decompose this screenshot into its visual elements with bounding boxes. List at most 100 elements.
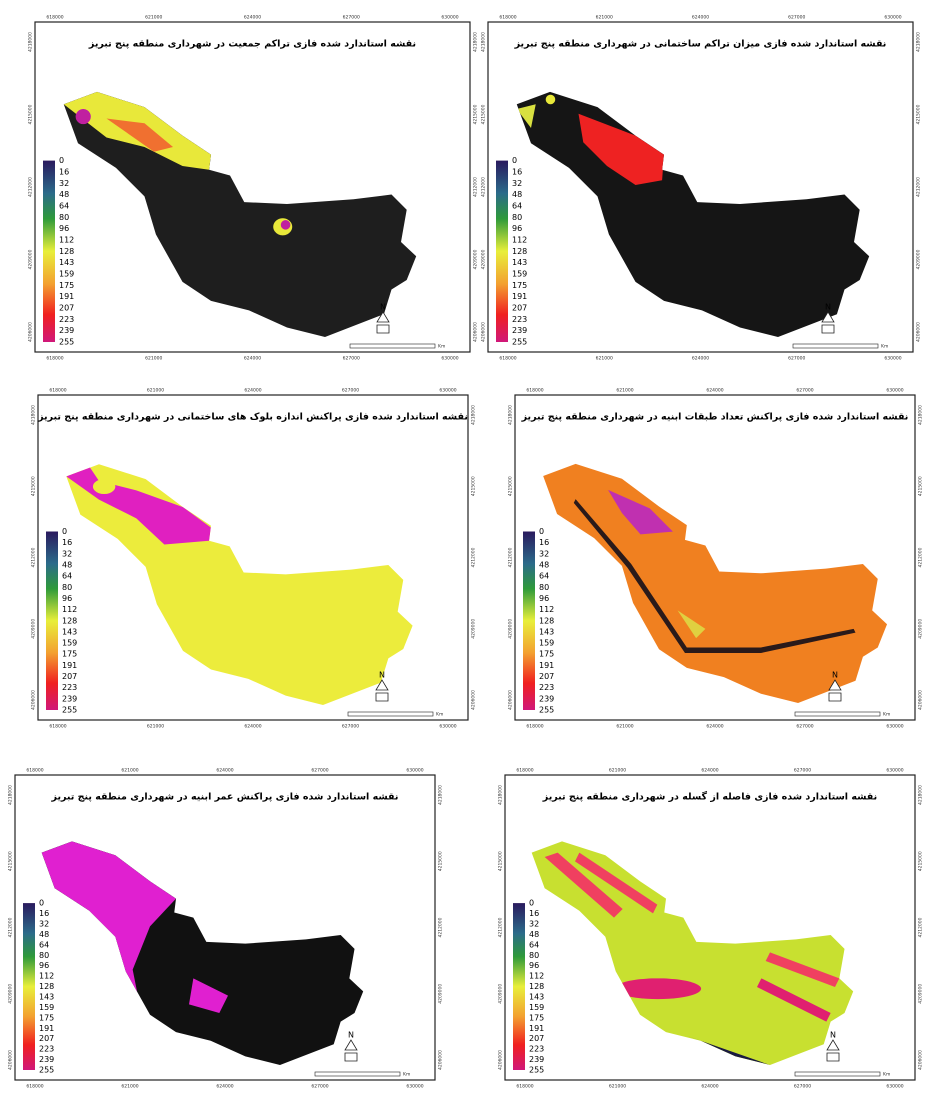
map-title: نقشه استاندارد شده فازی پراکنش عمر ابنیه… [51,792,399,803]
y-coord-label: 4218000 [918,405,924,425]
x-coord-label: 621000 [121,1084,138,1090]
y-coord-label: 4209000 [508,619,514,639]
legend-label: 239 [539,694,554,703]
legend-label: 32 [62,549,72,558]
map-panel: نقشه استاندارد شده فازی پراکنش عمر ابنیه… [8,768,444,1090]
legend-label: 191 [39,1024,54,1033]
legend-label: 0 [529,899,534,908]
legend-bar [523,532,535,711]
legend-label: 64 [62,572,72,581]
y-coord-label: 4209000 [28,249,34,269]
x-coord-label: 627000 [342,724,359,730]
legend-label: 64 [512,201,522,210]
y-coord-label: 4218000 [28,32,34,52]
y-coord-label: 4206000 [471,690,477,710]
legend-label: 128 [62,616,77,625]
x-coord-label: 624000 [692,15,709,21]
legend-label: 207 [512,303,527,312]
y-coord-label: 4212000 [498,917,504,937]
x-coord-label: 627000 [796,388,813,394]
legend-label: 159 [529,1003,544,1012]
legend-label: 191 [539,661,554,670]
x-coord-label: 621000 [609,768,626,774]
legend-label: 175 [62,650,77,659]
legend-label: 255 [539,706,554,715]
x-coord-label: 627000 [796,724,813,730]
legend-label: 255 [39,1066,54,1075]
y-coord-label: 4218000 [498,785,504,805]
figure: نقشه استاندارد شده فازی تراکم جمعیت در ش… [0,0,925,1092]
x-coord-label: 618000 [46,356,63,362]
y-coord-label: 4206000 [473,322,479,342]
legend-label: 80 [62,583,72,592]
y-coord-label: 4206000 [438,1050,444,1070]
legend-label: 112 [59,235,74,244]
x-coord-label: 621000 [596,356,613,362]
legend-label: 80 [539,583,549,592]
y-coord-label: 4212000 [918,917,924,937]
x-coord-label: 627000 [311,1084,328,1090]
map-panel: نقشه استاندارد شده فازی پراکنش تعداد طبق… [508,388,924,730]
legend-label: 0 [62,527,67,536]
x-coord-label: 624000 [244,356,261,362]
legend-label: 112 [512,235,527,244]
legend-label: 159 [39,1003,54,1012]
legend-label: 48 [512,190,522,199]
north-label: N [348,1031,354,1040]
y-coord-label: 4215000 [473,104,479,124]
x-coord-label: 624000 [216,768,233,774]
legend-label: 255 [529,1066,544,1075]
x-coord-label: 621000 [147,388,164,394]
map-panel: نقشه استاندارد شده فازی فاصله از گسله در… [498,768,924,1090]
legend-label: 255 [59,338,74,347]
x-coord-label: 630000 [886,724,903,730]
x-coord-label: 624000 [701,768,718,774]
legend-label: 80 [512,213,522,222]
y-coord-label: 4206000 [916,322,922,342]
zone [281,220,291,229]
y-coord-label: 4209000 [31,619,37,639]
x-coord-label: 621000 [609,1084,626,1090]
legend-label: 239 [62,694,77,703]
legend-label: 175 [39,1013,54,1022]
y-coord-label: 4212000 [471,547,477,567]
legend-label: 48 [529,930,539,939]
legend-bar [513,903,525,1070]
legend-label: 175 [512,281,527,290]
legend-label: 207 [39,1034,54,1043]
x-coord-label: 618000 [499,356,516,362]
x-coord-label: 621000 [147,724,164,730]
y-coord-label: 4215000 [31,476,37,496]
y-coord-label: 4212000 [916,177,922,197]
scale-unit: Km [438,344,445,350]
scale-bar [350,344,435,348]
x-coord-label: 630000 [441,356,458,362]
legend-bar [43,161,55,342]
legend-label: 48 [539,560,549,569]
legend-label: 239 [59,326,74,335]
x-coord-label: 618000 [49,388,66,394]
x-coord-label: 627000 [343,15,360,21]
legend-label: 128 [59,247,74,256]
scale-unit: Km [436,712,443,718]
legend-label: 128 [39,982,54,991]
y-coord-label: 4206000 [481,322,487,342]
legend-label: 175 [539,650,554,659]
legend-label: 32 [39,919,49,928]
y-coord-label: 4215000 [438,851,444,871]
map-title: نقشه استاندارد شده فازی میزان تراکم ساخت… [514,39,887,50]
legend-label: 143 [529,992,544,1001]
legend-label: 223 [39,1045,54,1054]
x-coord-label: 627000 [788,356,805,362]
legend-label: 255 [62,706,77,715]
y-coord-label: 4215000 [28,104,34,124]
x-coord-label: 618000 [526,724,543,730]
legend-label: 16 [39,909,49,918]
y-coord-label: 4218000 [918,785,924,805]
y-coord-label: 4218000 [508,405,514,425]
legend-label: 128 [512,247,527,256]
legend-label: 112 [529,972,544,981]
legend-label: 112 [539,605,554,614]
legend-label: 112 [39,972,54,981]
map-title: نقشه استاندارد شده فازی فاصله از گسله در… [542,791,877,803]
